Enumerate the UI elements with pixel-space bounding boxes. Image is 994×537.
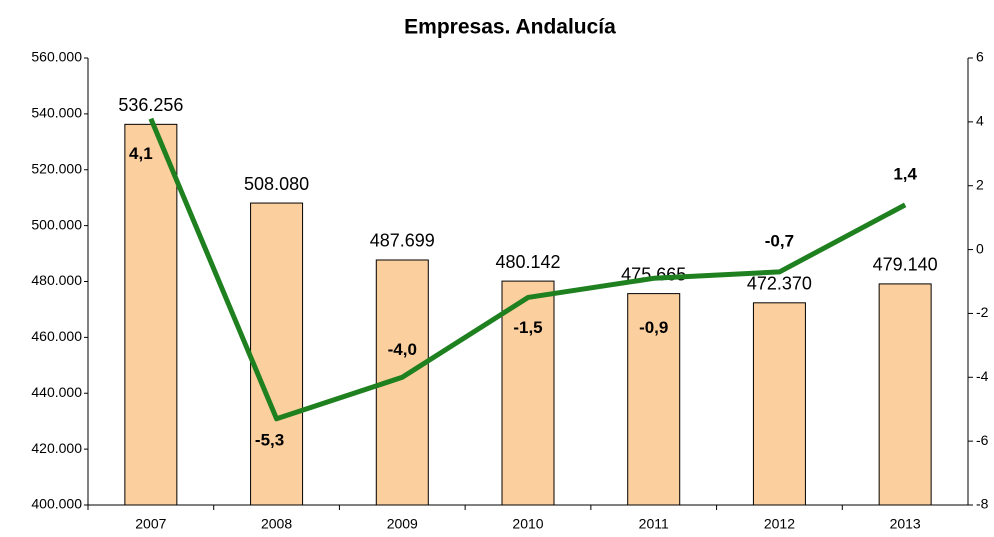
line-value-label: -1,5 — [513, 318, 542, 337]
line-value-label: 4,1 — [129, 144, 153, 163]
y2-tick-label: 2 — [976, 176, 984, 192]
line-value-label: -0,7 — [765, 231, 794, 250]
bar — [124, 123, 178, 506]
y2-tick-label: -6 — [976, 432, 989, 448]
x-tick-label: 2011 — [639, 516, 669, 532]
y-tick-label: 460.000 — [31, 328, 82, 344]
y-tick-label: 540.000 — [31, 105, 82, 121]
y-tick-label: 480.000 — [31, 272, 82, 288]
bar-value-label: 479.140 — [873, 255, 938, 275]
y-tick-label: 440.000 — [31, 384, 82, 400]
y2-tick-label: -2 — [976, 304, 989, 320]
bar — [250, 202, 304, 506]
y2-tick-label: 0 — [976, 240, 984, 256]
y2-tick-label: 6 — [976, 49, 984, 65]
line-value-label: 1,4 — [893, 164, 917, 183]
y-tick-label: 520.000 — [31, 160, 82, 176]
bar-value-label: 487.699 — [370, 231, 435, 251]
x-tick-label: 2013 — [890, 516, 921, 532]
y2-tick-label: -4 — [976, 368, 989, 384]
line-value-label: -5,3 — [255, 430, 284, 449]
y-tick-label: 400.000 — [31, 496, 82, 512]
y-tick-label: 500.000 — [31, 216, 82, 232]
x-tick-label: 2008 — [261, 516, 292, 532]
line — [148, 117, 907, 422]
y2-tick-label: 4 — [976, 113, 984, 129]
y-tick-label: 420.000 — [31, 440, 82, 456]
bar — [501, 280, 555, 506]
bar-value-label: 536.256 — [118, 95, 183, 115]
x-tick-label: 2007 — [135, 516, 166, 532]
bar — [752, 302, 806, 506]
line-value-label: -4,0 — [388, 340, 417, 359]
x-tick-label: 2009 — [387, 516, 418, 532]
bar-value-label: 480.142 — [495, 252, 560, 272]
bar-value-label: 508.080 — [244, 174, 309, 194]
line-value-label: -0,9 — [639, 318, 668, 337]
y-tick-label: 560.000 — [31, 49, 82, 65]
bar-value-label: 472.370 — [747, 274, 812, 294]
x-tick-label: 2010 — [512, 516, 543, 532]
y2-tick-label: -8 — [976, 496, 989, 512]
x-tick-label: 2012 — [764, 516, 795, 532]
bar — [627, 293, 681, 506]
bar — [878, 283, 932, 506]
chart-title: Empresas. Andalucía — [404, 16, 616, 39]
